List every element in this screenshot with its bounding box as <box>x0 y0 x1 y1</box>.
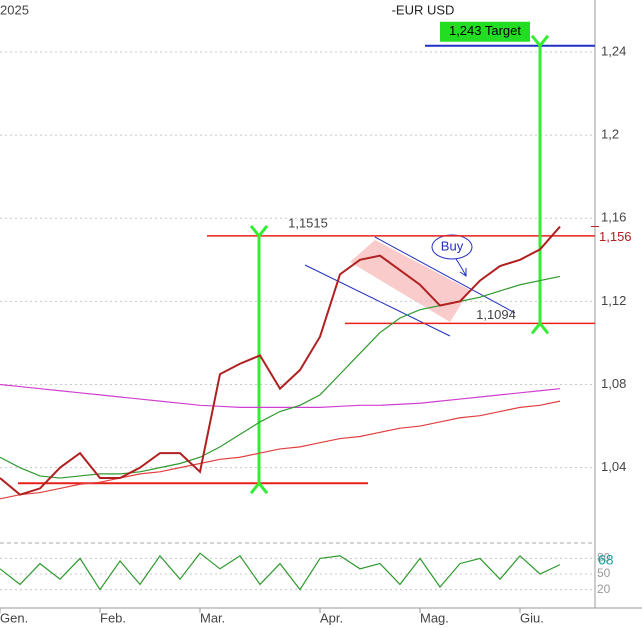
indicator-line <box>0 400 561 500</box>
channel-line <box>304 264 451 337</box>
y-tick-label: 1,08 <box>601 376 626 391</box>
x-tick-label: Giu. <box>520 610 544 625</box>
y-tick-label: 1,12 <box>601 293 626 308</box>
osc-tick-label: 80 <box>597 551 611 565</box>
y-tick-label: 1,04 <box>601 459 626 474</box>
price-line <box>0 225 561 496</box>
arrow-head <box>249 224 269 495</box>
arrow-head <box>530 34 550 335</box>
year-label: 2025 <box>0 2 29 17</box>
resistance-label: 1,1515 <box>288 215 328 230</box>
target-label: 1,243 Target <box>449 23 521 38</box>
y-tick-label: 1,2 <box>601 127 619 142</box>
osc-tick-label: 20 <box>597 582 611 596</box>
x-tick-label: Mar. <box>200 610 225 625</box>
channel-line <box>374 236 516 314</box>
chart-title: -EUR USD <box>392 2 455 17</box>
current-price-label: 1,156 <box>599 229 632 244</box>
x-tick-label: Gen. <box>0 610 28 625</box>
indicator-line <box>0 275 561 479</box>
osc-tick-label: 50 <box>597 566 611 580</box>
target-box <box>440 21 530 42</box>
x-tick-label: Mag. <box>420 610 449 625</box>
y-tick-label: 1,24 <box>601 43 626 58</box>
oscillator-line <box>0 552 561 591</box>
signal-ellipse <box>431 234 473 260</box>
support-label: 1,1094 <box>476 307 516 322</box>
signal-label: Buy <box>441 238 464 253</box>
x-tick-label: Apr. <box>320 610 343 625</box>
signal-arrow <box>455 258 467 277</box>
indicator-line <box>0 383 561 408</box>
y-tick-label: 1,16 <box>601 210 626 225</box>
osc-last-label: 68 <box>598 551 614 567</box>
x-tick-label: Feb. <box>100 610 126 625</box>
